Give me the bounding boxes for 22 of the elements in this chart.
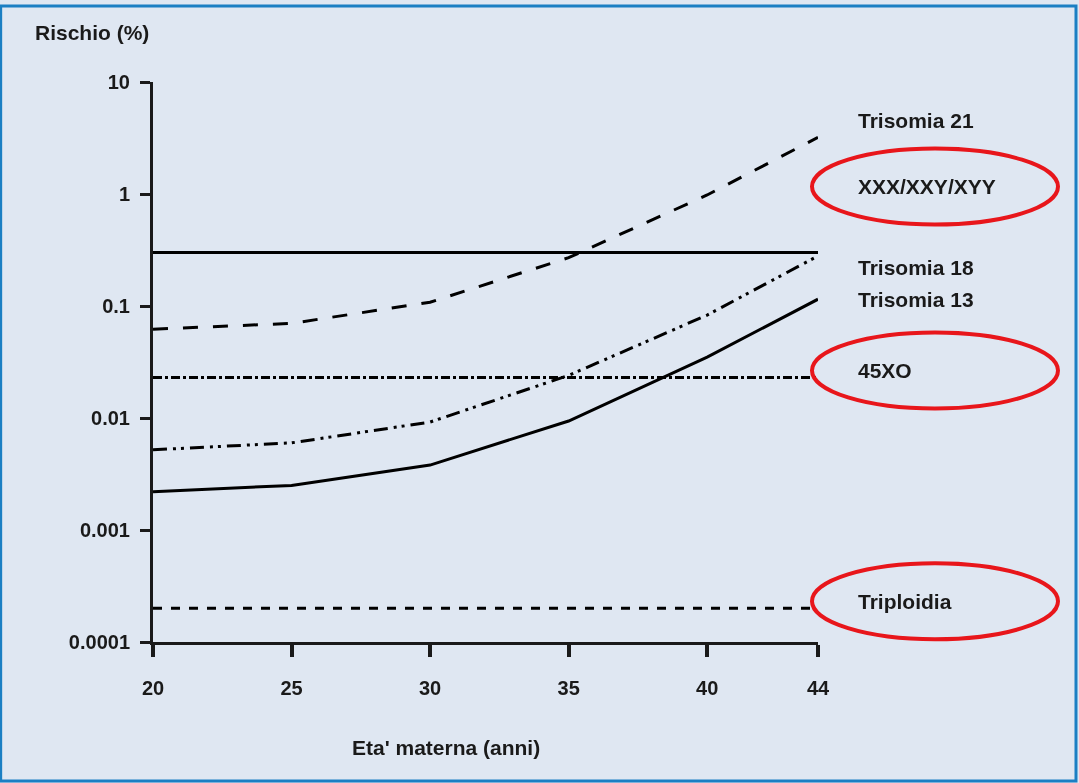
series-label: Trisomia 21 [858, 109, 974, 132]
line-series [153, 297, 818, 494]
x-tick-label: 44 [806, 677, 830, 699]
x-tick-label: 20 [141, 677, 165, 699]
series-label: Trisomia 13 [858, 288, 974, 311]
x-tick-label: 35 [557, 677, 580, 699]
y-tick-label: 0.01 [91, 407, 130, 429]
y-tick-label: 1 [118, 183, 130, 205]
y-tick-label: 0.0001 [68, 631, 130, 653]
y-tick-label: 0.001 [79, 519, 130, 541]
series-label: Trisomia 18 [858, 256, 974, 279]
x-axis-title: Eta' materna (anni) [352, 736, 541, 759]
series-label: 45XO [858, 359, 912, 382]
series-label: Triploidia [858, 590, 952, 613]
x-tick-label: 30 [418, 677, 442, 699]
line-series [153, 135, 818, 331]
text: XXX/XXY/XYY [858, 175, 996, 198]
y-tick-label: 10 [107, 71, 130, 93]
y-axis-title: Rischio (%) [35, 21, 150, 44]
x-tick-label: 25 [280, 677, 303, 699]
x-tick-label: 40 [696, 677, 719, 699]
y-tick-label: 0.1 [102, 295, 130, 317]
